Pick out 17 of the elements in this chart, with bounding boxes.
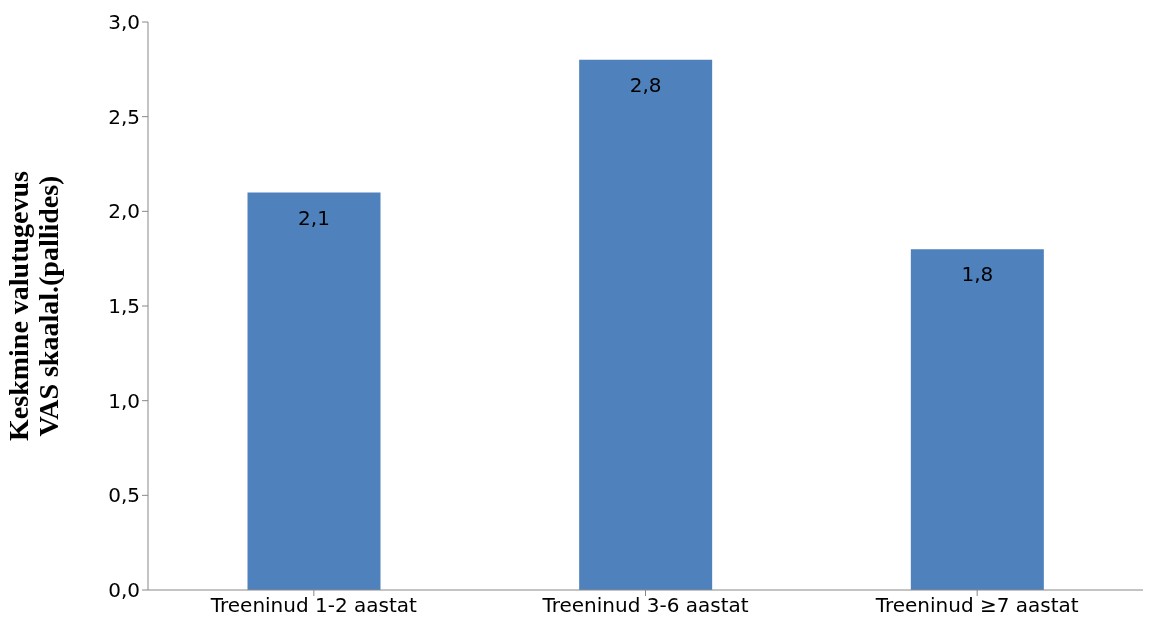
- y-tick-label: 1,5: [108, 294, 140, 319]
- y-tick-label: 1,0: [108, 388, 140, 413]
- bar: [579, 59, 713, 590]
- y-tick-label: 3,0: [108, 10, 140, 35]
- x-tick-label: Treeninud ≥7 aastat: [874, 593, 1079, 618]
- y-axis-title: Keskmine valutugevus VAS skaalal.(pallides): [3, 170, 64, 441]
- bar: [247, 192, 381, 590]
- y-tick-label: 2,5: [108, 104, 140, 129]
- data-label: 2,1: [298, 205, 330, 230]
- bar: [910, 249, 1044, 590]
- data-label: 2,8: [629, 73, 662, 98]
- y-tick-label: 2,0: [108, 199, 140, 224]
- x-tick-label: Treeninud 1-2 aastat: [209, 593, 418, 618]
- y-tick-label: 0,5: [108, 483, 140, 508]
- x-tick-label: Treeninud 3-6 aastat: [541, 593, 749, 618]
- y-tick-label: 0,0: [108, 578, 140, 603]
- data-label: 1,8: [961, 262, 994, 287]
